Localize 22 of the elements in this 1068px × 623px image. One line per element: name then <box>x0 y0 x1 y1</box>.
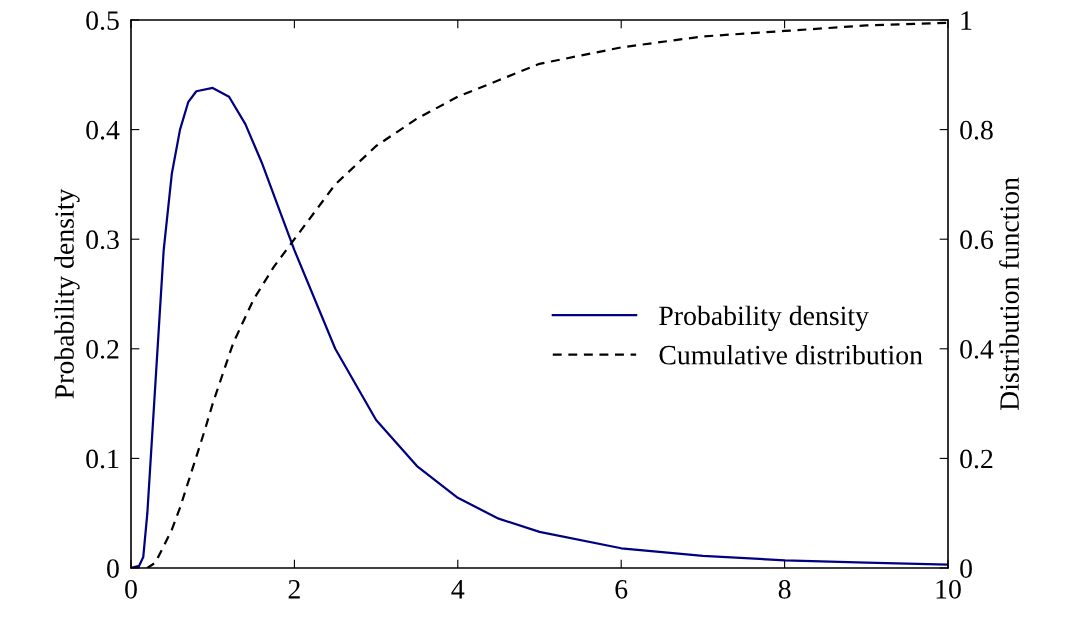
legend-label: Probability density <box>659 305 869 331</box>
y-tick-label: 0.5 <box>86 11 119 31</box>
y2-tick-label: 1 <box>961 11 972 30</box>
y-tick-label: 0.2 <box>86 339 119 359</box>
y-tick-label: 0.1 <box>86 449 119 469</box>
x-tick-label: 8 <box>778 579 791 599</box>
x-tick-label: 2 <box>288 579 300 599</box>
y2-axis-title: Distribution function <box>999 177 1019 411</box>
x-tick-label: 0 <box>125 579 137 599</box>
y2-tick-label: 0.2 <box>960 449 993 469</box>
y2-tick-label: 0.4 <box>960 339 994 359</box>
y2-tick-label: 0.8 <box>960 120 993 140</box>
y2-tick-label: 0 <box>960 559 972 578</box>
x-tick-label: 10 <box>936 579 961 599</box>
x-tick-label: 6 <box>615 579 628 599</box>
y-tick-label: 0 <box>107 559 119 578</box>
legend-label: Cumulative distribution <box>659 344 923 365</box>
y-tick-label: 0.4 <box>86 120 120 140</box>
y-axis-title: Probability density <box>54 188 80 399</box>
y2-tick-label: 0.6 <box>960 230 993 250</box>
x-tick-label: 4 <box>451 580 465 599</box>
y-tick-label: 0.3 <box>86 230 119 250</box>
